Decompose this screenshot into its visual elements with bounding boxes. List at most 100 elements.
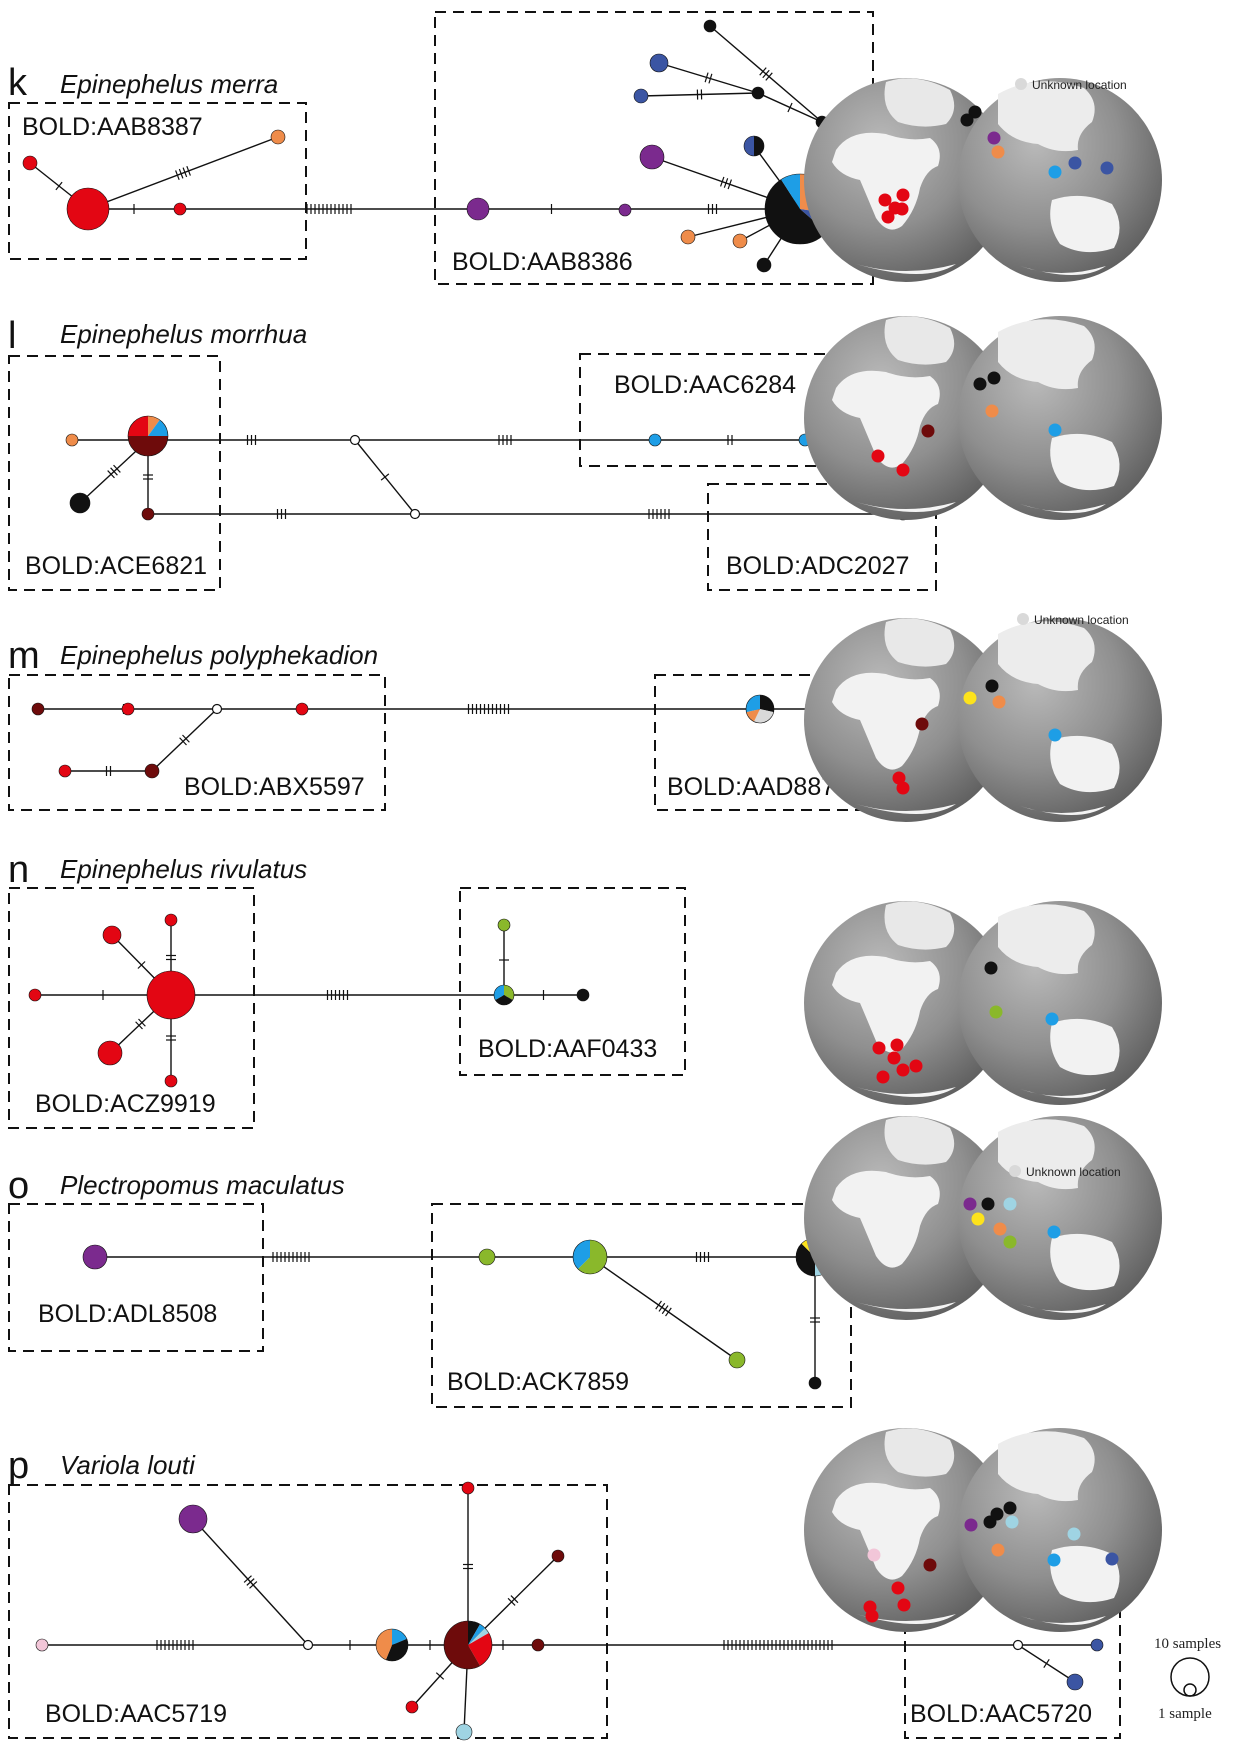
sample-location-dot — [909, 1059, 923, 1073]
pie-slice — [495, 995, 513, 1005]
haplotype-node — [633, 88, 649, 104]
haplotype-network-p — [35, 1481, 1104, 1741]
australia-landmass — [1050, 735, 1120, 793]
europe-landmass — [884, 901, 955, 950]
species-name-o: Plectropomus maculatus — [60, 1170, 345, 1200]
bin-box-ace6821 — [8, 355, 221, 591]
europe-landmass — [884, 78, 955, 127]
pie-slice — [148, 416, 160, 436]
haplotype-pie-node — [443, 1620, 493, 1670]
haplotype-node — [295, 702, 309, 716]
bin-box-aaf0433 — [459, 887, 686, 1076]
pie-slice — [444, 1621, 480, 1670]
sample-location-dot — [1047, 1553, 1061, 1567]
mutation-tick — [655, 1300, 662, 1310]
haplotype-node — [756, 257, 772, 273]
mutation-tick — [665, 1307, 672, 1317]
bin-label-aad8873: BOLD:AAD8873 — [667, 773, 849, 801]
haplotype-node — [478, 1248, 496, 1266]
panel-letter-l: l — [8, 315, 16, 357]
mutation-tick — [435, 1672, 445, 1680]
pie-slice — [760, 695, 774, 713]
mutation-tick — [723, 178, 729, 188]
haplotype-network-k — [22, 19, 836, 273]
asia-landmass — [998, 621, 1095, 692]
haplotype-node — [497, 918, 511, 932]
mutation-tick — [510, 1595, 519, 1604]
pie-slice — [577, 1240, 607, 1274]
bin-label-aac6284: BOLD:AAC6284 — [614, 371, 796, 399]
mutation-tick — [787, 102, 793, 113]
map-n — [804, 901, 1162, 1105]
panel-letter-p: p — [8, 1445, 29, 1487]
panel-letter-n: n — [8, 849, 29, 891]
unknown-location-legend-k: Unknown location — [1015, 78, 1127, 92]
haplotype-node — [35, 1638, 49, 1652]
mutation-tick — [135, 1021, 143, 1030]
sample-location-dot — [1047, 1225, 1061, 1239]
mutation-tick — [704, 72, 709, 83]
bin-label-aac5720: BOLD:AAC5720 — [910, 1700, 1092, 1728]
sample-location-dot — [985, 404, 999, 418]
pie-slice — [796, 1243, 815, 1276]
sample-location-dot — [878, 193, 892, 207]
panel-o: o Plectropomus maculatus BOLD:ADL8508 BO… — [8, 1116, 1162, 1408]
sample-location-dot — [1048, 423, 1062, 437]
haplotype-node — [82, 1244, 108, 1270]
panel-l: l Epinephelus morrhua BOLD:AAC6284 BOLD:… — [8, 315, 1162, 591]
haplotype-node — [808, 1376, 822, 1390]
mutation-tick — [138, 1018, 146, 1027]
sample-location-dot — [1005, 1515, 1019, 1529]
australia-landmass — [1050, 1545, 1120, 1603]
sample-size-legend: 10 samples 1 sample — [1154, 1636, 1221, 1722]
europe-landmass — [884, 316, 955, 365]
pie-slice — [385, 1638, 409, 1661]
antarctica-landmass — [856, 804, 1106, 815]
ten-samples-circle — [1170, 1657, 1210, 1697]
sample-location-dot — [915, 717, 929, 731]
sample-location-dot — [1045, 1012, 1059, 1026]
africa-landmass — [832, 1170, 940, 1268]
species-name-n: Epinephelus rivulatus — [60, 854, 307, 884]
haplotype-node — [405, 1700, 419, 1714]
haplotype-node — [97, 1040, 123, 1066]
haplotype-node — [65, 433, 79, 447]
sample-location-dot — [892, 771, 906, 785]
mutation-tick — [137, 961, 146, 969]
sample-location-dot — [987, 371, 1001, 385]
sample-location-dot — [891, 1581, 905, 1595]
haplotype-pie-node — [745, 694, 775, 724]
median-vector-node — [349, 434, 361, 446]
panel-m: m Epinephelus polyphekadion BOLD:ABX5597… — [8, 618, 1162, 822]
antarctica-landmass — [856, 264, 1106, 275]
haplotype-node — [551, 1549, 565, 1563]
mutation-tick — [765, 72, 773, 81]
bin-box-aad8873 — [654, 674, 874, 811]
asia-landmass — [998, 1431, 1095, 1502]
species-name-m: Epinephelus polyphekadion — [60, 640, 378, 670]
europe-landmass — [884, 1428, 955, 1477]
bin-box-abx5597 — [8, 674, 386, 811]
unknown-location-text: Unknown location — [1034, 613, 1129, 627]
sample-location-dot — [1068, 156, 1082, 170]
unknown-location-legend-m: Unknown location — [1017, 613, 1129, 627]
mutation-tick — [243, 1575, 252, 1583]
panel-n: n Epinephelus rivulatus BOLD:AAF0433 BOL… — [8, 849, 1162, 1129]
haplotype-node — [648, 433, 662, 447]
haplotype-node — [751, 86, 765, 100]
sample-location-dot — [1105, 1552, 1119, 1566]
mutation-tick — [759, 67, 767, 76]
haplotype-node — [31, 702, 45, 716]
bin-label-abx5597: BOLD:ABX5597 — [184, 773, 365, 801]
sample-location-dot — [890, 1038, 904, 1052]
sample-location-dot — [985, 679, 999, 693]
map-k — [804, 78, 1162, 282]
sample-location-dot — [921, 424, 935, 438]
haplotype-node — [121, 702, 135, 716]
pie-slice — [753, 709, 774, 723]
bin-box-adc2027 — [707, 483, 937, 591]
network-edge — [640, 92, 759, 97]
haplotype-network-n — [28, 913, 590, 1088]
unknown-location-marker — [1017, 613, 1029, 625]
